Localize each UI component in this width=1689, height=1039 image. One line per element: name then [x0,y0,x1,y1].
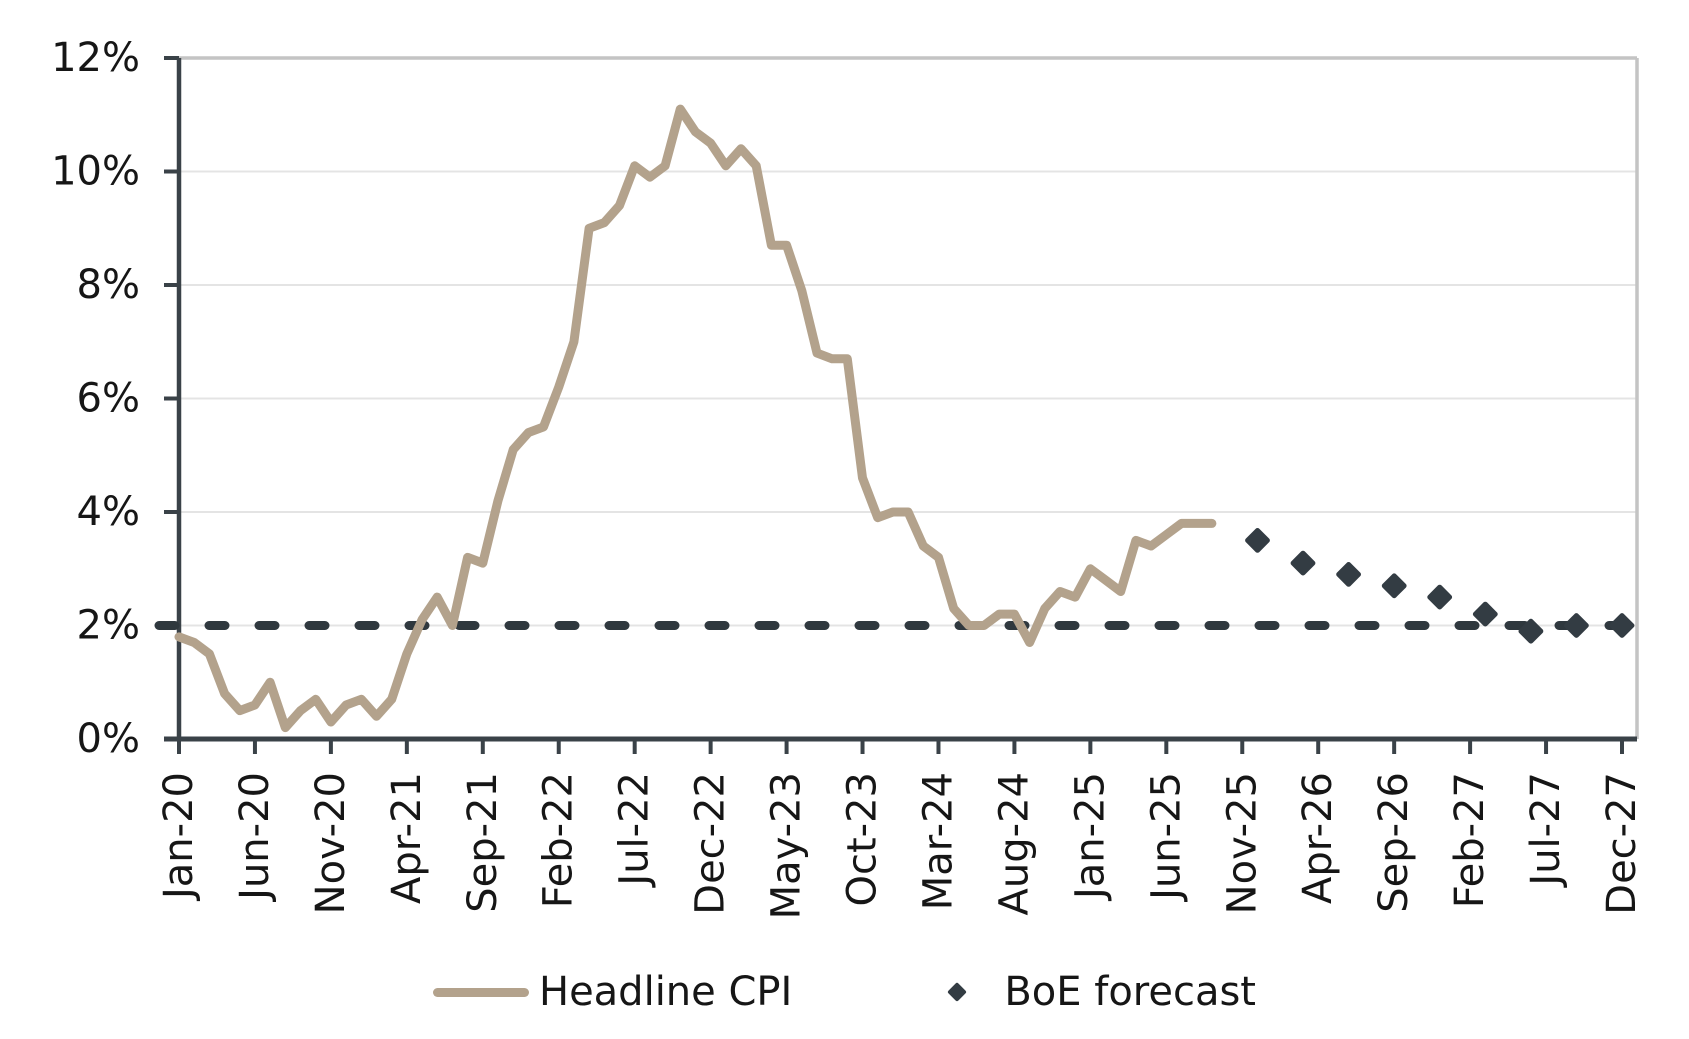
boe-forecast-diamond-icon [947,982,968,1002]
x-axis-label: Feb-22 [536,772,582,908]
boe-forecast-point [1564,613,1589,638]
legend-item-boe-forecast: BoE forecast [942,969,1256,1015]
x-axis-label: Dec-27 [1599,772,1645,915]
boe-forecast-point [1609,613,1635,638]
headline-cpi-line-swatch-icon [432,987,529,997]
x-axis-label: Jul-22 [612,772,658,889]
y-axis-label: 8% [77,262,140,308]
x-axis-label: Jul-27 [1523,772,1569,889]
boe-forecast-point [1290,550,1316,576]
x-axis-label: Jan-20 [156,772,202,902]
boe-forecast-point [1427,584,1453,610]
x-axis-label: Sep-26 [1371,772,1417,913]
x-axis-label: Apr-26 [1295,772,1341,904]
y-axis-label: 4% [77,489,140,535]
x-axis-label: Oct-23 [840,772,886,907]
y-axis-label: 2% [77,603,140,649]
x-axis-label: Jan-25 [1067,772,1113,902]
boe-forecast-point [1472,601,1498,627]
x-axis-label: Apr-21 [384,772,430,904]
x-axis-label: Jun-20 [232,772,278,903]
boe-forecast-point [1336,562,1361,587]
x-axis-label: Dec-22 [688,772,734,915]
cpi-chart-plot-area: 0% 2% 4% 6% 8% 10% 12% Jan-20 Jun-20 Nov-20 Apr-21… [51,35,1645,919]
legend-label-boe-forecast: BoE forecast [1004,969,1256,1015]
x-axis-label: Nov-20 [308,772,354,914]
y-axis-label: 0% [77,716,140,762]
boe-forecast-point [1518,618,1544,644]
chart-legend: Headline CPI BoE forecast [0,945,1689,1039]
x-axis-label: Mar-24 [915,772,961,910]
y-axis-label: 10% [51,149,140,195]
boe-forecast-point [1245,528,1270,553]
x-axis-label: Aug-24 [991,772,1037,915]
x-axis-label: May-23 [764,772,810,919]
headline-cpi-line [174,104,1217,733]
y-axis-label: 12% [51,35,140,81]
y-axis-label: 6% [77,376,140,422]
x-axis-label: Jun-25 [1143,772,1189,903]
x-axis-label: Feb-27 [1447,772,1493,908]
boe-forecast-point [1381,573,1407,599]
legend-label-headline-cpi: Headline CPI [538,969,793,1015]
legend-item-headline-cpi: Headline CPI [432,969,793,1015]
x-axis-label: Nov-25 [1219,772,1265,914]
x-axis-label: Sep-21 [460,772,506,913]
